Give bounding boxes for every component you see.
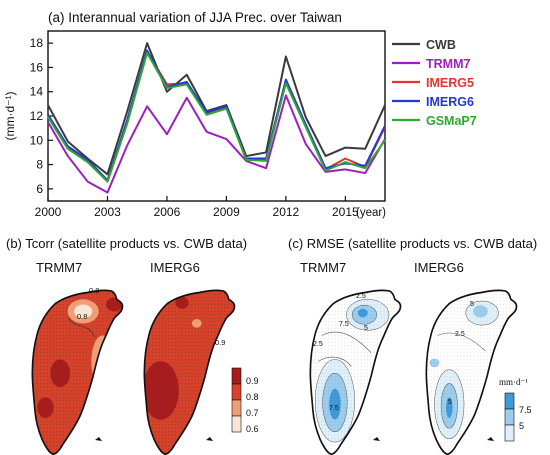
colorbar-tick: 0.7 <box>246 408 259 418</box>
x-tick-label: 2012 <box>273 205 300 219</box>
series-line-imerg6 <box>47 49 386 182</box>
y-tick-label: 12 <box>30 109 44 123</box>
x-tick-label: 2015 <box>332 205 359 219</box>
legend: CWB TRMM7 IMERG5 IMERG6 GSMaP7 <box>392 38 477 128</box>
tick-marks <box>47 42 346 201</box>
colorbar-tick: 0.6 <box>246 424 259 434</box>
contour-label: 2.5 <box>356 293 366 300</box>
panel-a-title: (a) Interannual variation of JJA Prec. o… <box>48 10 342 25</box>
tcorr-map-imerg6 <box>143 289 236 455</box>
contour-label: 0.8 <box>77 312 87 321</box>
tcorr-map-trmm7 <box>31 289 124 455</box>
colorbar-tick: 0.9 <box>246 376 259 386</box>
contour-label: 0.9 <box>215 338 225 347</box>
x-tick-label: 2006 <box>154 205 181 219</box>
rmse-colorbar: mm·d⁻¹ 7.5 5 <box>499 377 532 442</box>
panel-c-title: (c) RMSE (satellite products vs. CWB dat… <box>288 236 537 251</box>
island-marker <box>487 437 494 441</box>
y-tick-label: 10 <box>30 133 44 147</box>
map-label-trmm7: TRMM7 <box>300 260 346 275</box>
contour-label: 2.5 <box>313 341 323 348</box>
x-tick-labels: 2000 2003 2006 2009 2012 2015 <box>35 205 359 219</box>
contour-label: 5 <box>448 399 452 406</box>
series-line-cwb <box>47 42 386 176</box>
colorbar-swatch <box>504 408 515 426</box>
island-marker <box>206 437 213 441</box>
contour-label: 7.5 <box>329 405 339 412</box>
series-lines <box>47 42 386 194</box>
y-tick-label: 18 <box>30 36 44 50</box>
colorbar-swatch <box>504 392 515 410</box>
x-tick-label: 2003 <box>94 205 121 219</box>
series-line-trmm7 <box>47 94 386 194</box>
panel-b-title: (b) Tcorr (satellite products vs. CWB da… <box>6 236 247 251</box>
y-tick-labels: 6 8 10 12 14 16 18 <box>30 36 44 196</box>
legend-label: CWB <box>426 38 456 52</box>
legend-label: IMERG5 <box>426 76 474 90</box>
x-tick-label: 2000 <box>35 205 62 219</box>
map-label-trmm7: TRMM7 <box>36 260 82 275</box>
colorbar-swatch <box>231 383 242 401</box>
plot-frame <box>47 30 386 202</box>
contour-label: 2.5 <box>455 331 465 338</box>
colorbar-tick: 7.5 <box>519 405 532 415</box>
colorbar-unit: mm·d⁻¹ <box>499 377 528 387</box>
contour-label: 7.5 <box>339 321 349 328</box>
colorbar-swatch <box>231 399 242 417</box>
island-marker <box>95 437 102 441</box>
tcorr-colorbar: 0.9 0.8 0.7 0.6 <box>231 367 259 434</box>
contour-label: 5 <box>364 325 368 332</box>
y-tick-label: 14 <box>30 85 44 99</box>
y-tick-label: 6 <box>36 182 43 196</box>
series-line-gsmap7 <box>47 51 386 183</box>
map-label-imerg6: IMERG6 <box>150 260 200 275</box>
colorbar-tick: 5 <box>519 421 524 431</box>
x-tick-label: 2009 <box>213 205 240 219</box>
x-axis-label: (year) <box>356 207 386 219</box>
y-axis-label: (mm·d⁻¹) <box>3 92 17 141</box>
y-tick-label: 16 <box>30 60 44 74</box>
series-line-imerg5 <box>47 50 386 183</box>
rmse-map-trmm7 <box>309 289 402 455</box>
colorbar-swatch <box>231 415 242 433</box>
legend-label: IMERG6 <box>426 95 474 109</box>
legend-label: TRMM7 <box>426 57 470 71</box>
colorbar-tick: 0.8 <box>246 392 259 402</box>
colorbar-swatch <box>231 367 242 385</box>
contour-label: 0.8 <box>89 286 99 295</box>
map-label-imerg6: IMERG6 <box>414 260 464 275</box>
legend-label: GSMaP7 <box>426 114 477 128</box>
line-chart: 6 8 10 12 14 16 18 2000 2003 2006 2009 2012 2015 (m… <box>3 30 477 219</box>
contour-label: 5 <box>470 301 474 308</box>
y-tick-label: 8 <box>36 158 43 172</box>
colorbar-swatch <box>504 424 515 442</box>
island-marker <box>373 437 380 441</box>
